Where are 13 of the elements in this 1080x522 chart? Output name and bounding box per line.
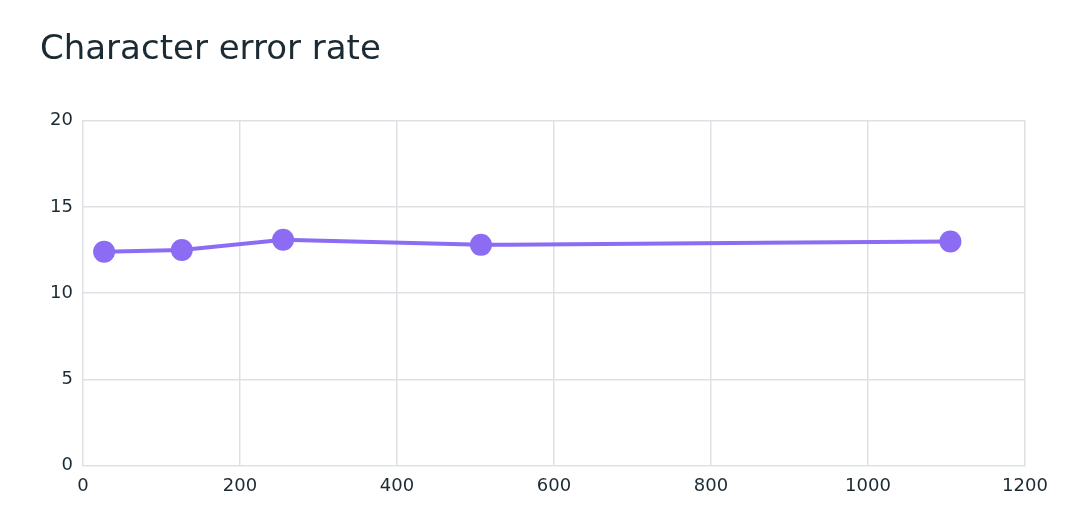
- chart-title: Character error rate: [40, 27, 381, 68]
- x-tick-label: 1200: [1002, 473, 1048, 495]
- y-tick-label: 20: [50, 108, 73, 130]
- x-tick-label: 0: [77, 473, 89, 495]
- x-tick-label: 400: [379, 473, 415, 495]
- y-tick-label: 0: [61, 453, 73, 475]
- y-tick-label: 5: [61, 366, 73, 388]
- x-tick-label: 1000: [845, 473, 891, 495]
- y-tick-label: 15: [50, 194, 73, 216]
- x-tick-label: 800: [693, 473, 729, 495]
- x-tick-label: 600: [536, 473, 572, 495]
- x-tick-label: 200: [222, 473, 258, 495]
- y-tick-label: 10: [50, 280, 73, 302]
